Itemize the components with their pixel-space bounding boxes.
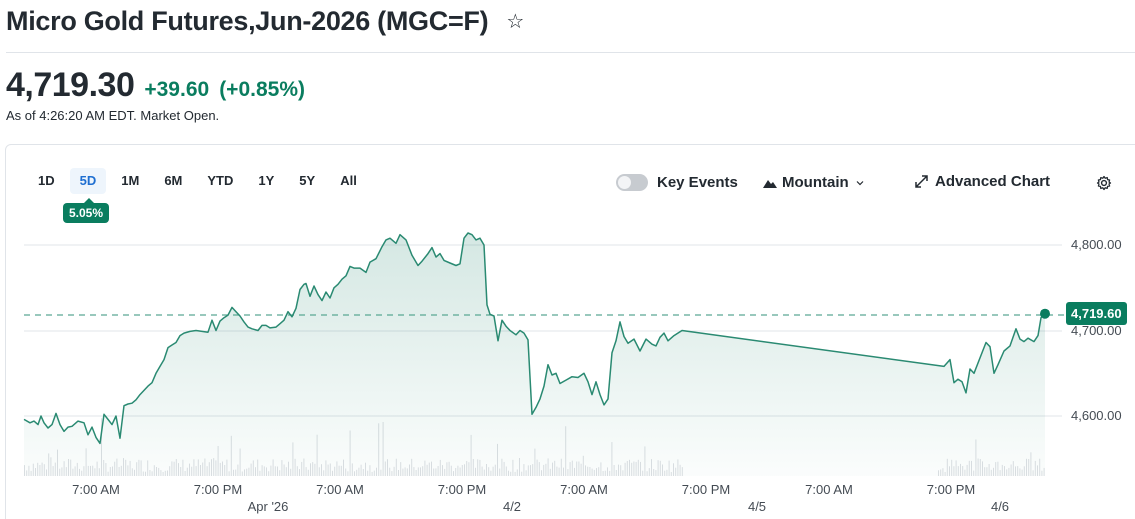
date-label: 4/2 (502, 499, 522, 514)
x-axis-label: 7:00 PM (437, 482, 487, 497)
current-price: 4,719.30 (6, 66, 135, 104)
mountain-icon (763, 179, 777, 188)
x-axis-label: 7:00 AM (72, 482, 120, 497)
date-label: Apr '26 (247, 499, 289, 514)
star-icon[interactable]: ☆ (506, 10, 525, 33)
as-of-timestamp: As of 4:26:20 AM EDT. Market Open. (6, 108, 220, 123)
tab-1y[interactable]: 1Y (258, 173, 275, 188)
price-area (24, 233, 1045, 476)
date-label: 4/5 (747, 499, 767, 514)
tab-5y[interactable]: 5Y (299, 173, 316, 188)
tab-6m[interactable]: 6M (164, 173, 183, 188)
key-events-toggle[interactable] (616, 174, 648, 191)
advanced-chart-button[interactable]: Advanced Chart (915, 173, 1050, 190)
y-axis-label: 4,700.00 (1071, 323, 1122, 338)
price-row: 4,719.30 +39.60 (+0.85%) (6, 66, 305, 105)
x-axis-label: 7:00 AM (805, 482, 853, 497)
current-price-tag: 4,719.60 (1066, 302, 1127, 325)
tab-5d[interactable]: 5D (69, 168, 107, 194)
y-axis-label: 4,600.00 (1071, 408, 1122, 423)
price-change-percent: (+0.85%) (219, 78, 305, 101)
price-change: +39.60 (144, 78, 210, 101)
header-divider (6, 52, 1135, 53)
chart-type-dropdown[interactable]: Mountain (763, 174, 864, 191)
x-axis-label: 7:00 AM (560, 482, 608, 497)
page-title: Micro Gold Futures,Jun-2026 (MGC=F) (6, 6, 489, 36)
x-axis-label: 7:00 PM (681, 482, 731, 497)
current-price-dot (1040, 308, 1050, 319)
gear-icon[interactable] (1096, 175, 1112, 191)
tab-all[interactable]: All (340, 173, 357, 188)
y-axis-label: 4,800.00 (1071, 237, 1122, 252)
x-axis-label: 7:00 PM (193, 482, 243, 497)
quote-header: Micro Gold Futures,Jun-2026 (MGC=F) ☆ (6, 6, 524, 37)
range-tabs: 1D 5D 1M 6M YTD 1Y 5Y All (28, 168, 372, 194)
date-label: 4/6 (990, 499, 1010, 514)
tab-1d[interactable]: 1D (38, 173, 55, 188)
range-change-badge: 5.05% (63, 198, 110, 223)
x-axis-label: 7:00 PM (926, 482, 976, 497)
key-events-label[interactable]: Key Events (657, 174, 738, 191)
tab-1m[interactable]: 1M (121, 173, 140, 188)
expand-icon (915, 175, 928, 188)
chart-toolbar: Key Events Mountain Advanced Chart (0, 170, 1135, 194)
chart-type-label: Mountain (782, 174, 849, 191)
tab-ytd[interactable]: YTD (207, 173, 234, 188)
advanced-chart-label: Advanced Chart (935, 173, 1051, 190)
price-line (23, 232, 1046, 445)
toggle-knob (618, 176, 631, 189)
x-axis-label: 7:00 AM (316, 482, 364, 497)
chevron-down-icon (856, 180, 864, 185)
